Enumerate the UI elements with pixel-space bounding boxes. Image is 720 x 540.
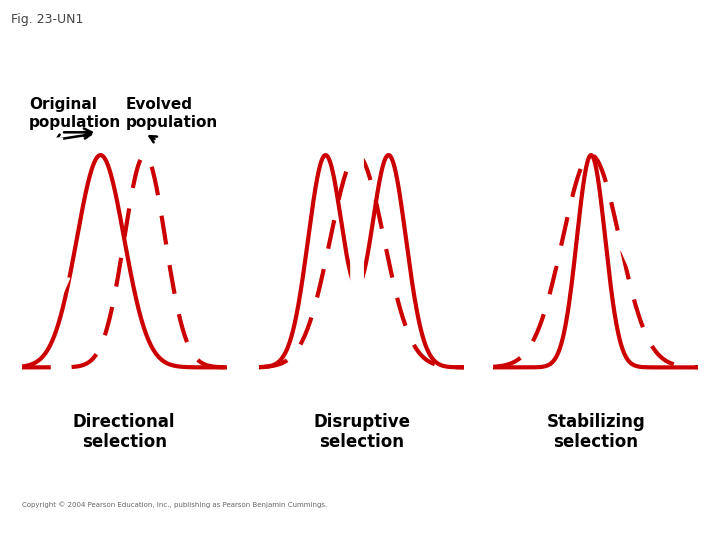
FancyArrow shape bbox=[535, 138, 562, 278]
FancyArrow shape bbox=[43, 138, 70, 308]
Text: Copyright © 2004 Pearson Education, Inc., publishing as Pearson Benjamin Cumming: Copyright © 2004 Pearson Education, Inc.… bbox=[22, 501, 327, 508]
Text: Evolved
population: Evolved population bbox=[126, 97, 218, 130]
FancyArrow shape bbox=[621, 138, 647, 278]
FancyArrow shape bbox=[343, 138, 370, 321]
Text: Fig. 23-UN1: Fig. 23-UN1 bbox=[11, 14, 84, 26]
Text: Original
population: Original population bbox=[29, 97, 121, 130]
Text: Stabilizing
selection: Stabilizing selection bbox=[546, 413, 645, 451]
Text: Disruptive
selection: Disruptive selection bbox=[313, 413, 410, 451]
Text: Directional
selection: Directional selection bbox=[73, 413, 176, 451]
